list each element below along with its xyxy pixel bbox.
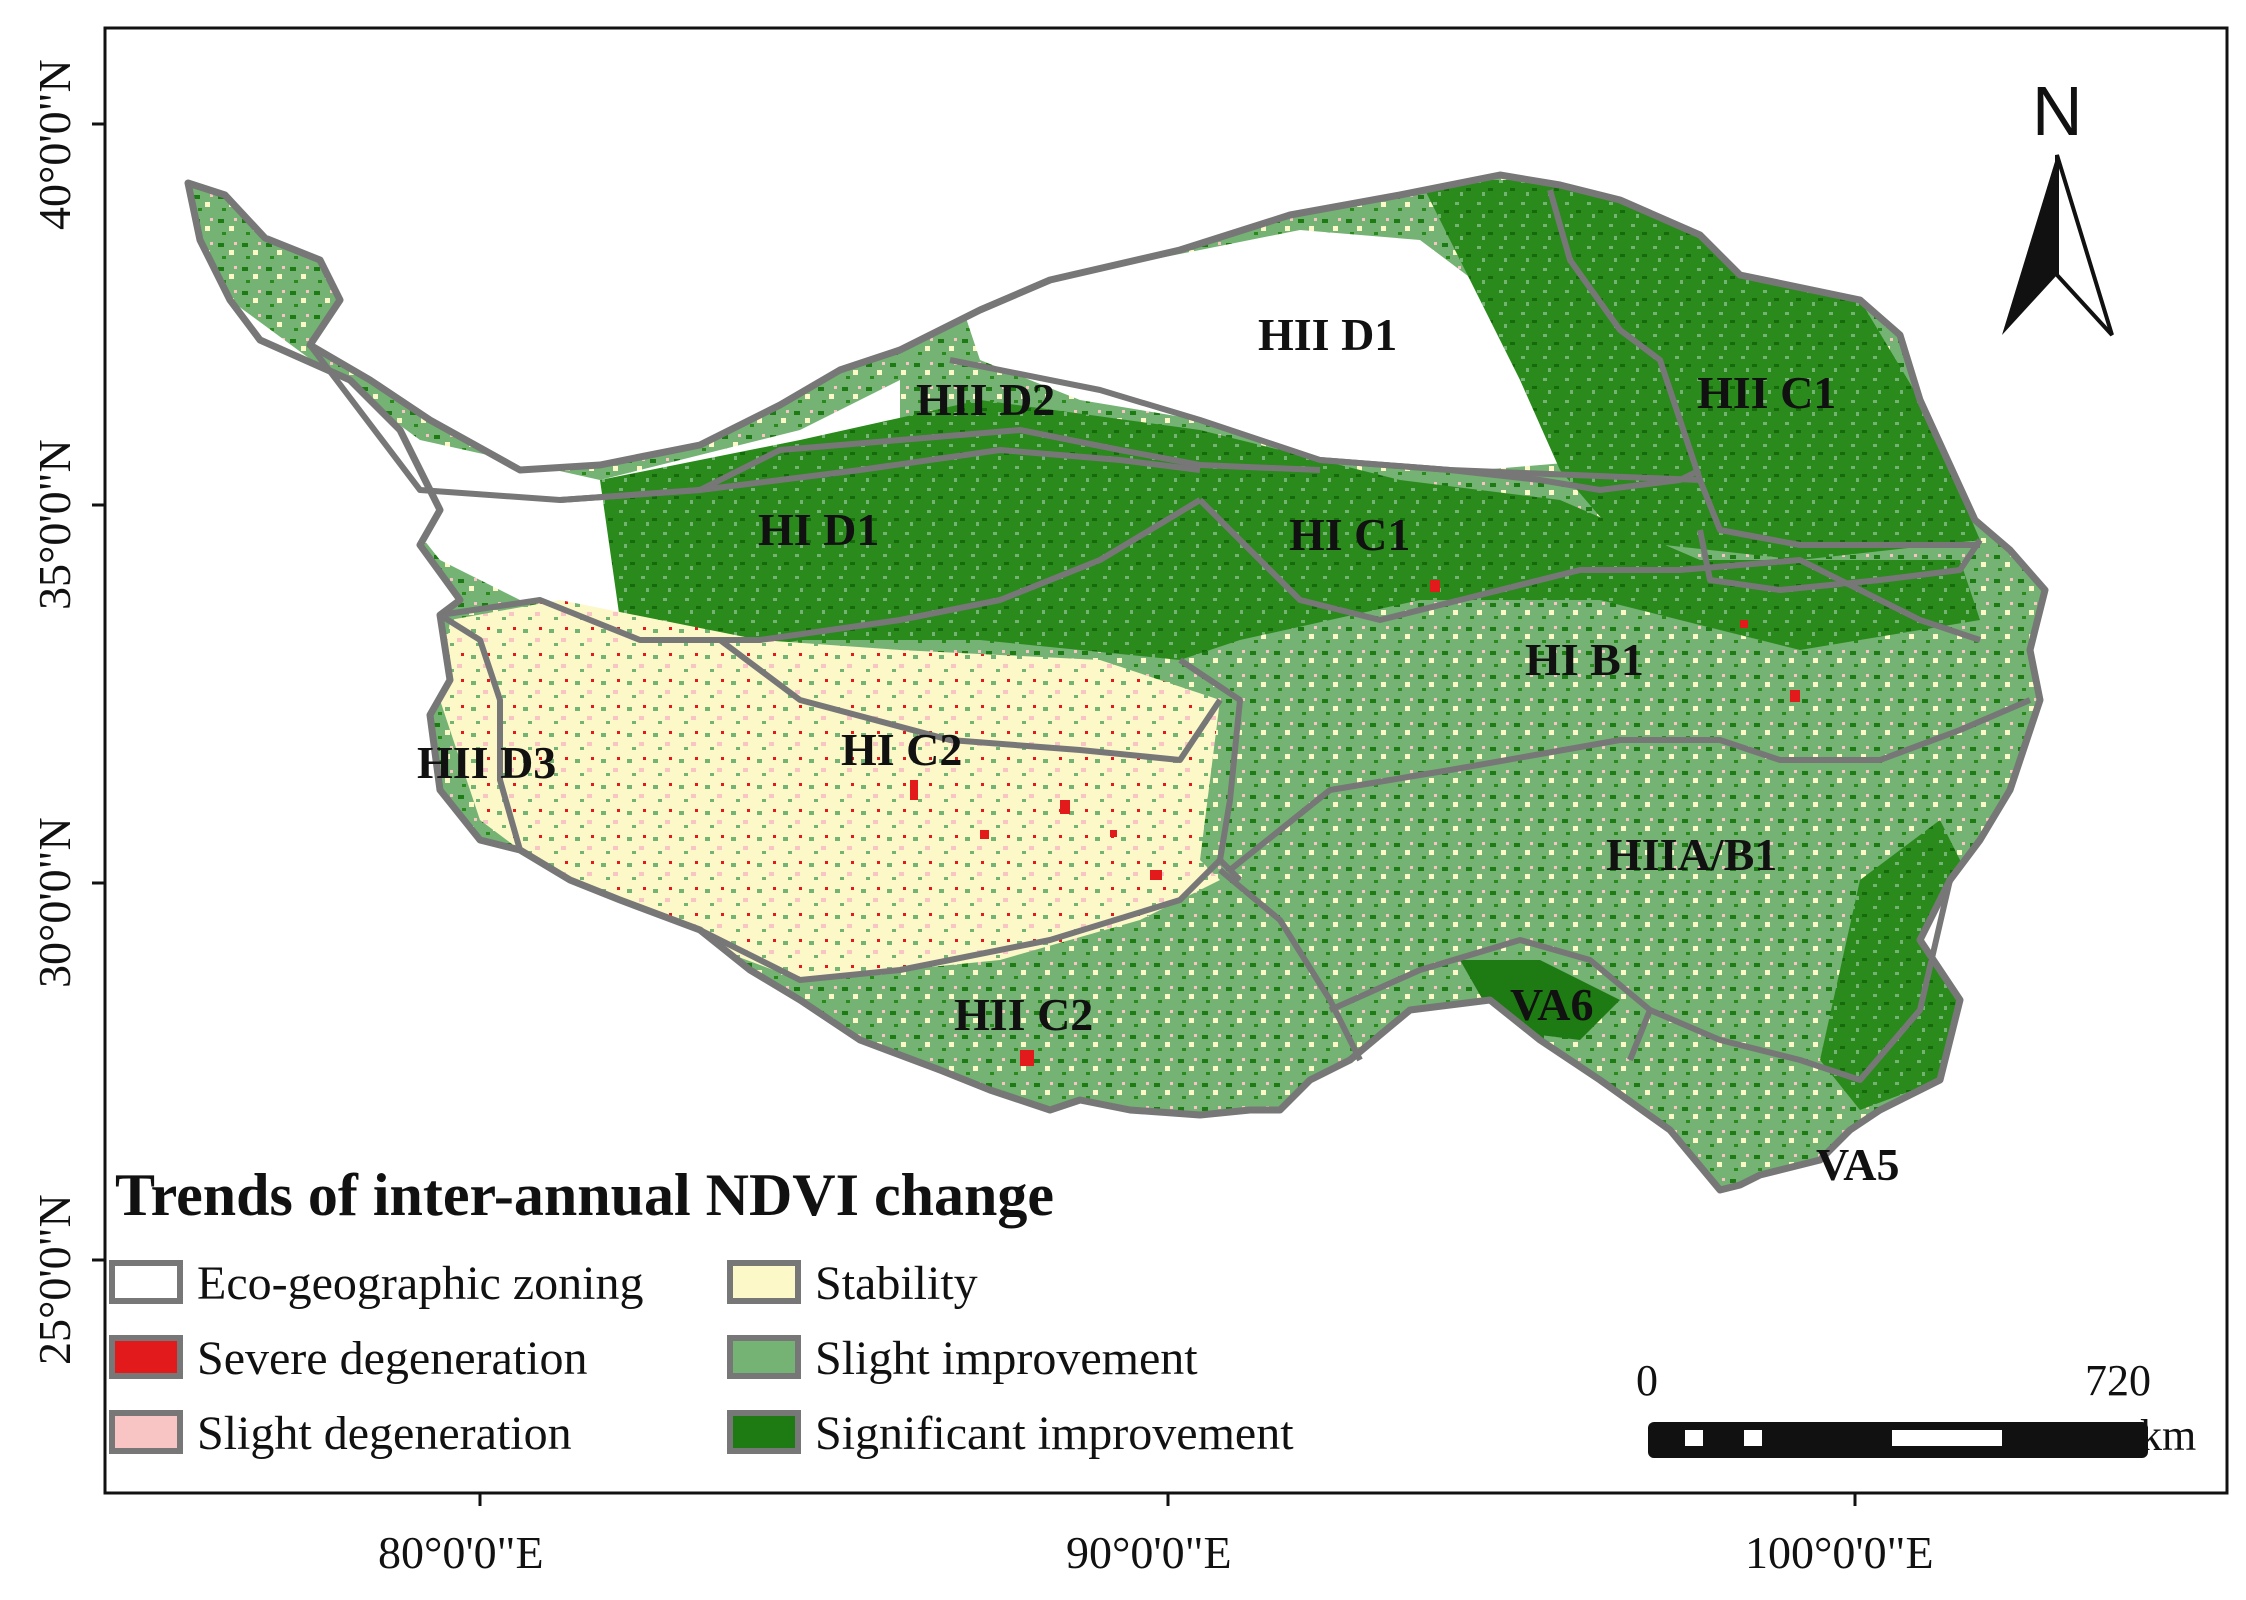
lon-tick-label: 80°0'0"E — [378, 1527, 544, 1578]
legend-swatch — [727, 1410, 801, 1454]
legend-label: Slight degeneration — [197, 1407, 572, 1460]
zone-label: HII D2 — [916, 374, 1055, 425]
zone-boundaries — [307, 189, 2032, 1083]
zone-label: HI C1 — [1289, 509, 1410, 560]
lat-tick-label: 30°0'0"N — [29, 817, 80, 988]
lat-tick-label: 35°0'0"N — [29, 439, 80, 610]
zone-label: VA6 — [1510, 979, 1594, 1030]
legend-swatch — [109, 1410, 183, 1454]
scale-bar: 0 720 km — [1636, 1356, 2196, 1460]
legend: Trends of inter-annual NDVI change Eco-g… — [109, 1162, 1294, 1460]
map-frame — [103, 26, 2229, 1495]
lon-tick-label: 90°0'0"E — [1066, 1527, 1232, 1578]
legend-swatch — [109, 1260, 183, 1304]
zone-label: HII D1 — [1258, 309, 1397, 360]
legend-swatch — [727, 1260, 801, 1304]
legend-label: Slight improvement — [815, 1332, 1198, 1385]
legend-swatch — [727, 1335, 801, 1379]
scale-end-label: 720 — [2085, 1356, 2151, 1405]
zone-label: HII D3 — [417, 737, 556, 788]
legend-label: Significant improvement — [815, 1407, 1294, 1460]
legend-label: Stability — [815, 1257, 978, 1310]
lon-tick-label: 100°0'0"E — [1745, 1527, 1934, 1578]
plateau-outline — [184, 171, 2049, 1194]
north-arrow-icon — [2002, 155, 2057, 335]
zone-label: HI B1 — [1525, 634, 1644, 685]
lat-ticks: 40°0'0"N 35°0'0"N 30°0'0"N 25°0'0"N — [29, 59, 105, 1365]
legend-swatch — [109, 1335, 183, 1379]
zone-label: HI C2 — [841, 724, 962, 775]
scale-unit-label: km — [2140, 1411, 2196, 1460]
north-arrow: N — [2002, 72, 2114, 337]
legend-label: Eco-geographic zoning — [197, 1257, 643, 1310]
legend-label: Severe degeneration — [197, 1332, 587, 1385]
legend-title: Trends of inter-annual NDVI change — [115, 1162, 1054, 1228]
north-label: N — [2032, 72, 2083, 150]
lon-ticks: 80°0'0"E 90°0'0"E 100°0'0"E — [378, 1493, 1934, 1578]
zone-labels: HII D1 HII D2 HII C1 HI D1 HI C1 HI B1 H… — [417, 309, 1900, 1190]
zone-label: VA5 — [1816, 1139, 1900, 1190]
zone-label: HI D1 — [758, 504, 879, 555]
zone-label: HII C1 — [1697, 367, 1836, 418]
scale-start-label: 0 — [1636, 1356, 1658, 1405]
lat-tick-label: 40°0'0"N — [29, 59, 80, 230]
lat-tick-label: 25°0'0"N — [29, 1194, 80, 1365]
zone-label: HIIA/B1 — [1606, 829, 1777, 880]
zone-label: HII C2 — [954, 989, 1093, 1040]
